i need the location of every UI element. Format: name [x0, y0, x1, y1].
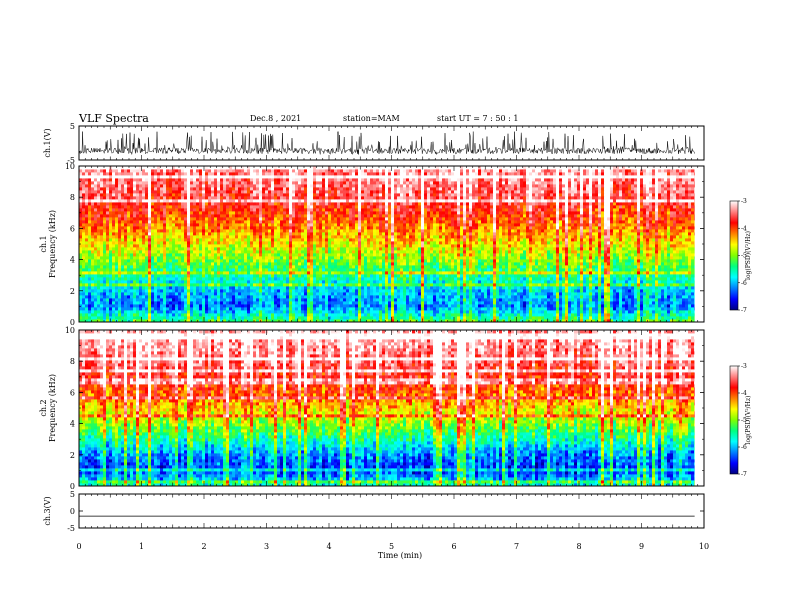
panel-2-ylabel-2: Frequency (kHz) — [48, 210, 57, 278]
ch1-waveform-line — [79, 132, 695, 155]
spectrogram-1-image — [79, 166, 704, 322]
colorbar-1-label: log(PSD)(V²/Hz) — [745, 231, 752, 280]
panel-2-ytick-label: 2 — [70, 287, 75, 296]
panel-3-ytick-label: 4 — [70, 420, 75, 429]
panel-3-ytick-label: 8 — [70, 357, 75, 366]
panel-2-ytick-label: 8 — [70, 193, 75, 202]
colorbar-1-tick-label: -3 — [741, 198, 747, 205]
spectrogram-2-image — [79, 330, 704, 486]
colorbar-2-tick-label: -7 — [741, 471, 747, 478]
xtick-label: 6 — [451, 542, 456, 551]
panel-2-ytick-label: 10 — [65, 162, 75, 171]
panel-4-ytick-label: 5 — [70, 490, 75, 499]
colorbar-2-tick-label: -3 — [741, 363, 747, 370]
colorbar-1 — [730, 201, 738, 310]
date-label: Dec.8 , 2021 — [250, 114, 301, 123]
station-label: station=MAM — [343, 114, 400, 123]
panel-2-ylabel-1: ch.1 — [39, 235, 48, 252]
start-ut-label: start UT = 7 : 50 : 1 — [437, 114, 518, 123]
xtick-label: 9 — [639, 542, 644, 551]
panel-3-ytick-label: 10 — [65, 326, 75, 335]
xtick-label: 3 — [264, 542, 269, 551]
xtick-label: 1 — [139, 542, 144, 551]
xtick-label: 2 — [201, 542, 206, 551]
panel-2-ytick-label: 6 — [70, 224, 75, 233]
panel-3-ylabel-2: Frequency (kHz) — [48, 374, 57, 442]
xaxis-label: Time (min) — [378, 551, 422, 560]
panel-3-ytick-label: 6 — [70, 388, 75, 397]
colorbar-2 — [730, 366, 738, 474]
panel-3-ytick-label: 2 — [70, 451, 75, 460]
panel-4-ylabel-1: ch.3(V) — [43, 496, 52, 525]
xtick-label: 0 — [76, 542, 81, 551]
panel-1-ylabel-1: ch.1(V) — [43, 128, 52, 157]
colorbar-1-tick-label: -7 — [741, 307, 747, 314]
colorbar-2-label: log(PSD)(V²/Hz) — [745, 396, 752, 445]
xtick-label: 5 — [389, 542, 394, 551]
xtick-label: 10 — [699, 542, 709, 551]
figure-title: VLF Spectra — [79, 112, 149, 125]
panel-4-ytick-label: 0 — [70, 507, 75, 516]
xtick-label: 7 — [514, 542, 519, 551]
xtick-label: 8 — [576, 542, 581, 551]
panel-1-ytick-label: 5 — [70, 122, 75, 131]
panel-3-ylabel-1: ch.2 — [39, 399, 48, 416]
panel-4-ytick-label: -5 — [67, 524, 75, 533]
panel-2-ytick-label: 4 — [70, 256, 75, 265]
xtick-label: 4 — [326, 542, 331, 551]
panel-4-frame — [79, 494, 704, 528]
